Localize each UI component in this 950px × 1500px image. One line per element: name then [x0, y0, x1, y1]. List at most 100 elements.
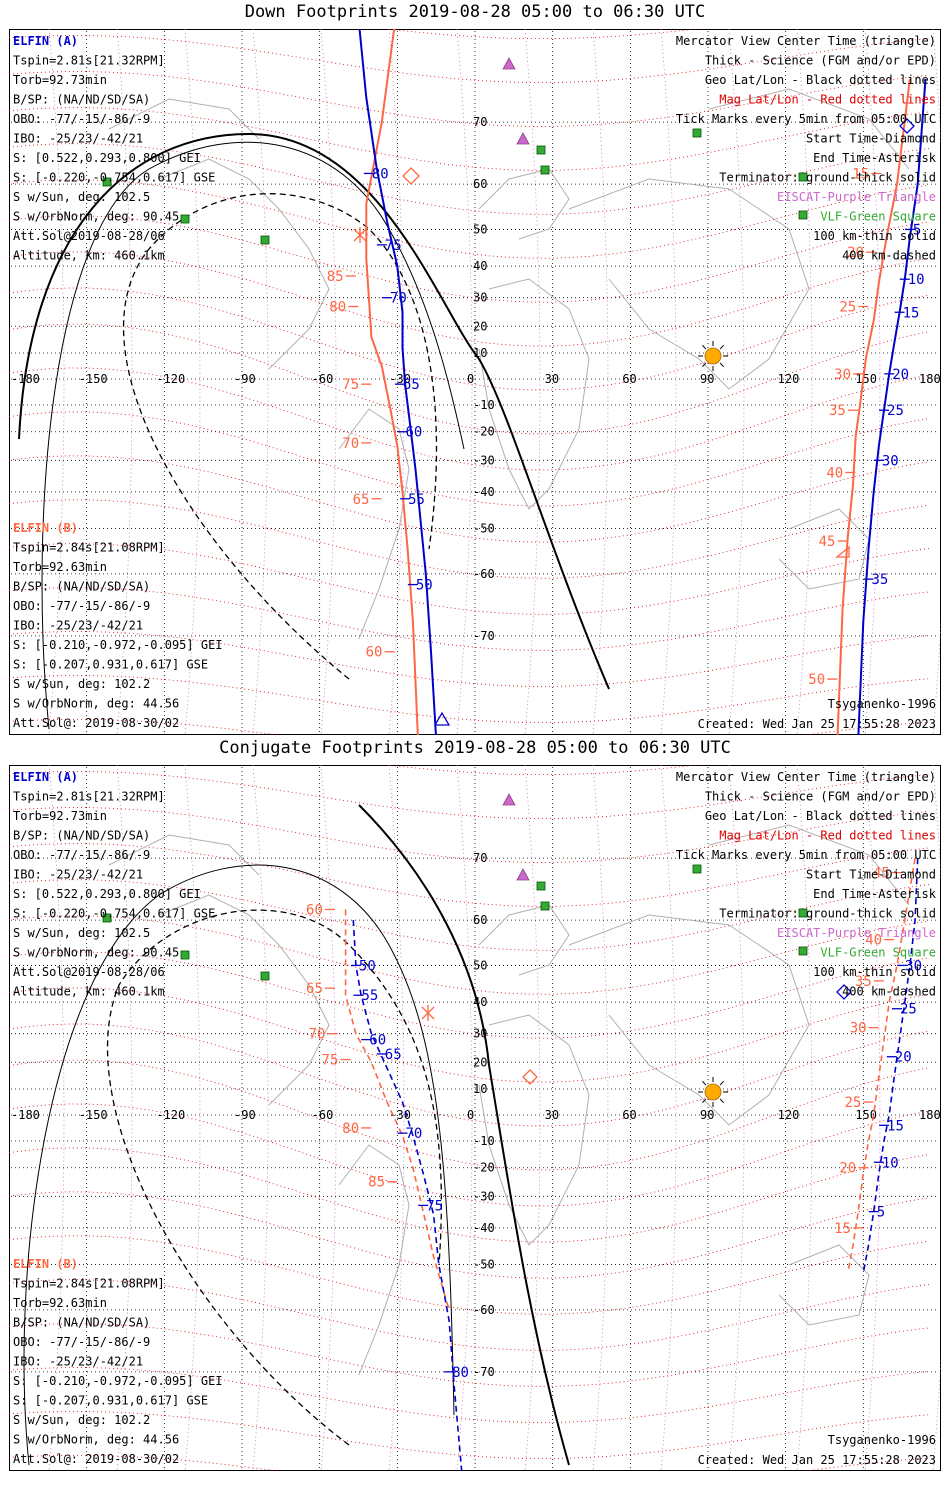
- sat-info-line: Att.Sol@2019-08-28/06: [13, 965, 165, 979]
- mag-parallel: [9, 543, 930, 615]
- mag-meridian: [252, 29, 269, 735]
- track-tick-label: 30: [905, 958, 922, 974]
- track-tick-label: 70: [342, 436, 359, 452]
- mag-meridian: [116, 29, 133, 735]
- sat-info-line: OBO: -77/-15/-86/-9: [13, 599, 150, 613]
- track-tick-label: 25: [845, 1095, 862, 1111]
- lon-tick-label: -90: [234, 372, 256, 386]
- sat-info-line: S: [0.522,0.293,0.800] GEI: [13, 887, 201, 901]
- lon-tick-label: 30: [545, 1108, 559, 1122]
- vlf-square: [102, 913, 112, 923]
- mag-meridian: [796, 29, 813, 735]
- vlf-square: [798, 172, 808, 182]
- track-tick-label: 50: [416, 578, 433, 594]
- mag-meridian: [728, 29, 745, 735]
- lat-tick-label: 70: [473, 851, 487, 865]
- center-triangle-b: [835, 545, 850, 558]
- mag-meridian: [932, 765, 941, 1471]
- model-label: Tsyganenko-1996: [828, 1433, 936, 1447]
- sat-info-line: Torb=92.63min: [13, 1296, 107, 1310]
- sat-info-line: S: [-0.220,-0.754,0.617] GSE: [13, 171, 215, 185]
- sat-name: ELFIN (B): [13, 521, 78, 535]
- markers: [102, 793, 852, 1107]
- sat-info-line: S: [-0.210,-0.972,-0.095] GEI: [13, 1374, 223, 1388]
- vlf-square: [540, 901, 550, 911]
- sun-ray: [719, 362, 724, 367]
- mag-meridian: [796, 765, 813, 1471]
- sun-ray: [719, 1098, 724, 1103]
- track-tick-label: 5: [877, 1205, 885, 1221]
- elfin-b-ticks-west: 85 80 75 70 65 60: [327, 269, 395, 661]
- lon-tick-label: -120: [156, 372, 185, 386]
- mag-parallel: [9, 411, 930, 507]
- elfin-a-ticks-west: 8580757065605550: [363, 166, 433, 594]
- mag-parallel: [9, 1147, 930, 1243]
- sat-info-line: OBO: -77/-15/-86/-9: [13, 112, 150, 126]
- created-label: Created: Wed Jan 25 17:55:28 2023: [698, 1453, 936, 1467]
- track-tick-label: 35: [829, 403, 846, 419]
- terminator-100km: [23, 864, 455, 1466]
- lon-tick-label: -60: [312, 372, 334, 386]
- legend-entry: EISCAT-Purple Triangle: [777, 926, 936, 940]
- track-tick-label: 60: [366, 645, 383, 661]
- legend-entry: 400 km-dashed: [842, 249, 936, 263]
- mag-parallel: [9, 251, 930, 347]
- track-tick-label: 25: [839, 300, 856, 316]
- sat-info-line: S w/Sun, deg: 102.2: [13, 1413, 150, 1427]
- mag-meridian: [864, 765, 881, 1471]
- sat-info-line: S: [0.522,0.293,0.800] GEI: [13, 151, 201, 165]
- sat-info-line: S w/OrbNorm, deg: 90.45: [13, 210, 179, 224]
- map-panel-down: -180 -150 -120 -90 -60 -30 0 30 60 90 120 150 180 70 6…: [9, 29, 941, 735]
- sun-ray: [702, 362, 707, 367]
- mag-grid: [9, 29, 941, 735]
- terminator-400km: [122, 193, 438, 680]
- elfin-b-info: ELFIN (B) Tspin=2.84s[21.08RPM] Torb=92.63…: [13, 521, 223, 730]
- lat-tick-label: 20: [473, 1055, 487, 1069]
- start-diamond-b: [402, 167, 420, 185]
- vlf-square: [536, 881, 546, 891]
- mag-meridian: [320, 765, 337, 1471]
- sat-info-line: IBO: -25/23/-42/21: [13, 868, 143, 882]
- mag-meridian: [456, 29, 473, 735]
- markers: [102, 57, 915, 726]
- lon-tick-label: 180: [919, 1108, 941, 1122]
- lon-tick-label: 150: [855, 372, 877, 386]
- end-asterisk-b: [353, 227, 367, 243]
- lat-tick-label: -60: [473, 567, 495, 581]
- mag-meridian: [660, 765, 677, 1471]
- track-tick-label: 40: [826, 465, 843, 481]
- track-tick-label: 25: [887, 403, 904, 419]
- elfin-b-track-west: [344, 909, 450, 1311]
- created-label: Created: Wed Jan 25 17:55:28 2023: [698, 717, 936, 731]
- lat-tick-label: 20: [473, 319, 487, 333]
- coastline: [338, 1144, 410, 1376]
- model-label: Tsyganenko-1996: [828, 697, 936, 711]
- track-tick-label: 45: [873, 866, 890, 882]
- coastline: [158, 894, 330, 1106]
- legend-entry: Geo Lat/Lon - Black dotted lines: [705, 73, 936, 87]
- panel-title-conjugate: Conjugate Footprints 2019-08-28 05:00 to…: [219, 738, 731, 758]
- mag-grid: [9, 765, 941, 1471]
- coastline: [708, 824, 910, 906]
- track-tick-label: 85: [368, 1175, 385, 1191]
- mag-parallel: [9, 1279, 930, 1351]
- sun-ray: [702, 1098, 707, 1103]
- track-tick-label: 75: [426, 1198, 443, 1214]
- mag-meridian: [592, 765, 609, 1471]
- mag-meridian: [48, 765, 65, 1471]
- track-tick-label: 40: [865, 933, 882, 949]
- start-diamond-a: [899, 118, 915, 134]
- sat-info-line: Tspin=2.81s[21.32RPM]: [13, 790, 165, 804]
- track-tick-label: 65: [385, 1047, 402, 1063]
- track-tick-label: 65: [306, 981, 323, 997]
- lon-tick-label: 180: [919, 372, 941, 386]
- track-tick-label: 70: [390, 291, 407, 307]
- coastline: [568, 178, 810, 390]
- mag-meridian: [388, 765, 405, 1471]
- sat-info-line: Tspin=2.84s[21.08RPM]: [13, 541, 165, 555]
- lat-tick-label: -50: [473, 522, 495, 536]
- sun-icon: [704, 347, 722, 365]
- lat-tick-label: -70: [473, 629, 495, 643]
- track-tick-label: 20: [839, 1161, 856, 1177]
- track-tick-label: 60: [369, 1033, 386, 1049]
